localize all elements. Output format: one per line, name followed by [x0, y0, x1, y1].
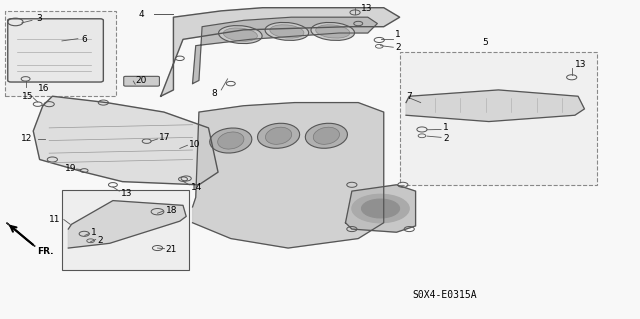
Ellipse shape: [223, 28, 257, 41]
Text: 21: 21: [166, 245, 177, 254]
Text: 2: 2: [395, 43, 401, 52]
Text: 6: 6: [81, 35, 87, 44]
Ellipse shape: [257, 123, 300, 148]
Text: 1: 1: [443, 123, 449, 132]
FancyBboxPatch shape: [62, 189, 189, 270]
Text: 18: 18: [166, 206, 177, 215]
Text: 7: 7: [406, 92, 412, 101]
Text: S0X4-E0315A: S0X4-E0315A: [412, 291, 477, 300]
Text: 13: 13: [575, 60, 586, 69]
Ellipse shape: [316, 25, 350, 38]
Text: 15: 15: [22, 92, 33, 101]
Ellipse shape: [218, 132, 244, 149]
Text: 4: 4: [138, 10, 144, 19]
Ellipse shape: [311, 22, 355, 41]
Ellipse shape: [218, 26, 262, 44]
Text: 1: 1: [395, 30, 401, 39]
FancyBboxPatch shape: [399, 52, 597, 185]
Circle shape: [362, 199, 399, 218]
Text: 3: 3: [36, 14, 42, 23]
Ellipse shape: [305, 123, 348, 148]
Text: 1: 1: [91, 228, 97, 237]
Text: 14: 14: [191, 182, 203, 191]
Polygon shape: [6, 223, 35, 247]
Text: 11: 11: [49, 215, 61, 224]
Text: 19: 19: [65, 165, 77, 174]
Polygon shape: [346, 185, 415, 232]
Polygon shape: [406, 90, 584, 122]
Text: FR.: FR.: [37, 248, 54, 256]
Ellipse shape: [313, 127, 339, 144]
FancyBboxPatch shape: [124, 76, 159, 86]
Text: 13: 13: [362, 4, 373, 13]
Text: 13: 13: [121, 189, 132, 198]
Text: 2: 2: [97, 236, 102, 245]
Ellipse shape: [266, 127, 292, 144]
Ellipse shape: [270, 25, 304, 38]
Ellipse shape: [210, 128, 252, 153]
Ellipse shape: [265, 22, 308, 41]
Text: 8: 8: [212, 89, 218, 98]
Text: 2: 2: [443, 134, 449, 144]
Polygon shape: [68, 201, 186, 248]
Text: 12: 12: [20, 134, 32, 144]
Polygon shape: [161, 8, 399, 96]
Text: 5: 5: [483, 38, 488, 47]
Text: 20: 20: [135, 76, 147, 85]
Text: 16: 16: [38, 84, 50, 93]
Polygon shape: [33, 96, 218, 185]
FancyBboxPatch shape: [4, 11, 116, 96]
Text: 10: 10: [189, 140, 201, 149]
Polygon shape: [193, 17, 378, 84]
Text: 17: 17: [159, 133, 171, 142]
Circle shape: [352, 194, 409, 223]
FancyBboxPatch shape: [8, 19, 103, 82]
Polygon shape: [193, 103, 384, 248]
